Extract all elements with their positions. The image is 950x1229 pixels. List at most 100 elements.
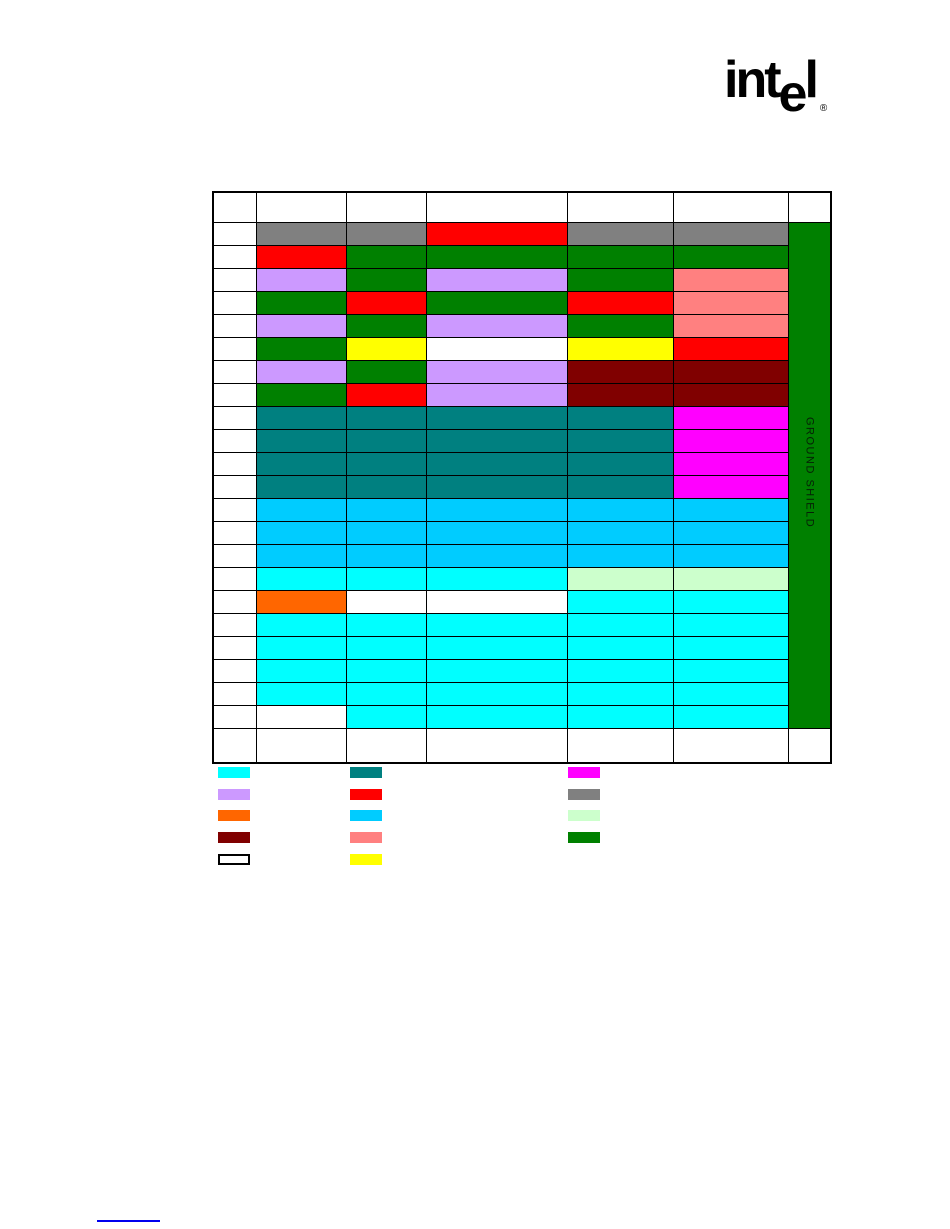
- table-cell: [425, 290, 568, 315]
- table-cell: [345, 589, 427, 614]
- table-cell: [672, 290, 789, 315]
- table-cell: [425, 313, 568, 338]
- table-cell: [566, 658, 674, 683]
- table-row: [212, 244, 831, 269]
- table-cell: [425, 681, 568, 706]
- table-cell: [672, 313, 789, 338]
- table-cell: [566, 451, 674, 476]
- column-header-cell: [255, 191, 347, 223]
- footer-row: [212, 727, 832, 764]
- table-cell: [672, 704, 789, 729]
- table-cell: [566, 520, 674, 545]
- row-header-cell: [212, 589, 257, 614]
- table-cell: [255, 520, 347, 545]
- table-cell: [672, 428, 789, 453]
- table-cell: [566, 267, 674, 292]
- table-cell: [425, 474, 568, 499]
- table-cell: [566, 704, 674, 729]
- footer-cell: [345, 727, 427, 764]
- table-cell: [345, 336, 427, 361]
- row-header-cell: [212, 382, 257, 407]
- table-cell: [566, 244, 674, 269]
- legend-swatch-light-green: [568, 810, 600, 821]
- table-cell: [255, 704, 347, 729]
- table-cell: [672, 497, 789, 522]
- table-cell: [345, 267, 427, 292]
- table-cell: [425, 336, 568, 361]
- table-cell: [425, 497, 568, 522]
- table-row: [212, 428, 831, 453]
- table-cell: [425, 244, 568, 269]
- column-header-cell: [345, 191, 427, 223]
- table-cell: [425, 221, 568, 246]
- table-cell: [425, 382, 568, 407]
- table-cell: [566, 221, 674, 246]
- table-cell: [345, 566, 427, 591]
- table-cell: [345, 635, 427, 660]
- table-row: [212, 566, 831, 591]
- ballout-table: GROUND SHIELD: [212, 191, 832, 764]
- table-cell: [672, 336, 789, 361]
- table-cell: [672, 635, 789, 660]
- table-cell: [345, 382, 427, 407]
- row-header-cell: [212, 336, 257, 361]
- table-cell: [345, 612, 427, 637]
- table-cell: [255, 382, 347, 407]
- table-row: [212, 359, 831, 384]
- table-cell: [566, 382, 674, 407]
- table-cell: [672, 405, 789, 430]
- table-cell: [672, 612, 789, 637]
- table-cell: [425, 658, 568, 683]
- logo-text-int: int: [724, 51, 782, 109]
- row-header-cell: [212, 635, 257, 660]
- row-header-cell: [212, 681, 257, 706]
- table-cell: [345, 428, 427, 453]
- footer-link-underline[interactable]: [97, 1220, 160, 1222]
- table-cell: [255, 474, 347, 499]
- table-cell: [672, 589, 789, 614]
- table-cell: [566, 543, 674, 568]
- row-header-cell: [212, 474, 257, 499]
- legend-swatch-cyan: [218, 767, 250, 778]
- table-row: [212, 681, 831, 706]
- row-header-cell: [212, 658, 257, 683]
- table-cell: [255, 543, 347, 568]
- table-cell: [255, 221, 347, 246]
- table-cell: [255, 405, 347, 430]
- legend-swatch-red: [350, 789, 382, 800]
- row-header-cell: [212, 267, 257, 292]
- legend-swatch-green: [568, 832, 600, 843]
- table-row: [212, 336, 831, 361]
- table-row: [212, 382, 831, 407]
- legend-swatch-yellow: [350, 854, 382, 865]
- row-header-cell: [212, 451, 257, 476]
- row-header-cell: [212, 704, 257, 729]
- table-cell: [345, 704, 427, 729]
- table-cell: [425, 589, 568, 614]
- table-cell: [425, 635, 568, 660]
- legend-swatch-orange: [218, 810, 250, 821]
- table-cell: [425, 612, 568, 637]
- column-header-cell: [672, 191, 789, 223]
- table-cell: [566, 474, 674, 499]
- table-cell: [672, 566, 789, 591]
- table-cell: [255, 497, 347, 522]
- table-cell: [566, 359, 674, 384]
- table-cell: [566, 589, 674, 614]
- table-cell: [345, 474, 427, 499]
- table-cell: [255, 313, 347, 338]
- table-cell: [425, 428, 568, 453]
- table-cell: [672, 382, 789, 407]
- table-cell: [255, 267, 347, 292]
- table-cell: [672, 267, 789, 292]
- table-cell: [425, 704, 568, 729]
- table-row: [212, 543, 831, 568]
- table-cell: [672, 451, 789, 476]
- table-cell: [425, 566, 568, 591]
- table-cell: [345, 290, 427, 315]
- row-header-cell: [212, 566, 257, 591]
- table-row: [212, 290, 831, 315]
- footer-cell: [255, 727, 347, 764]
- table-cell: [255, 451, 347, 476]
